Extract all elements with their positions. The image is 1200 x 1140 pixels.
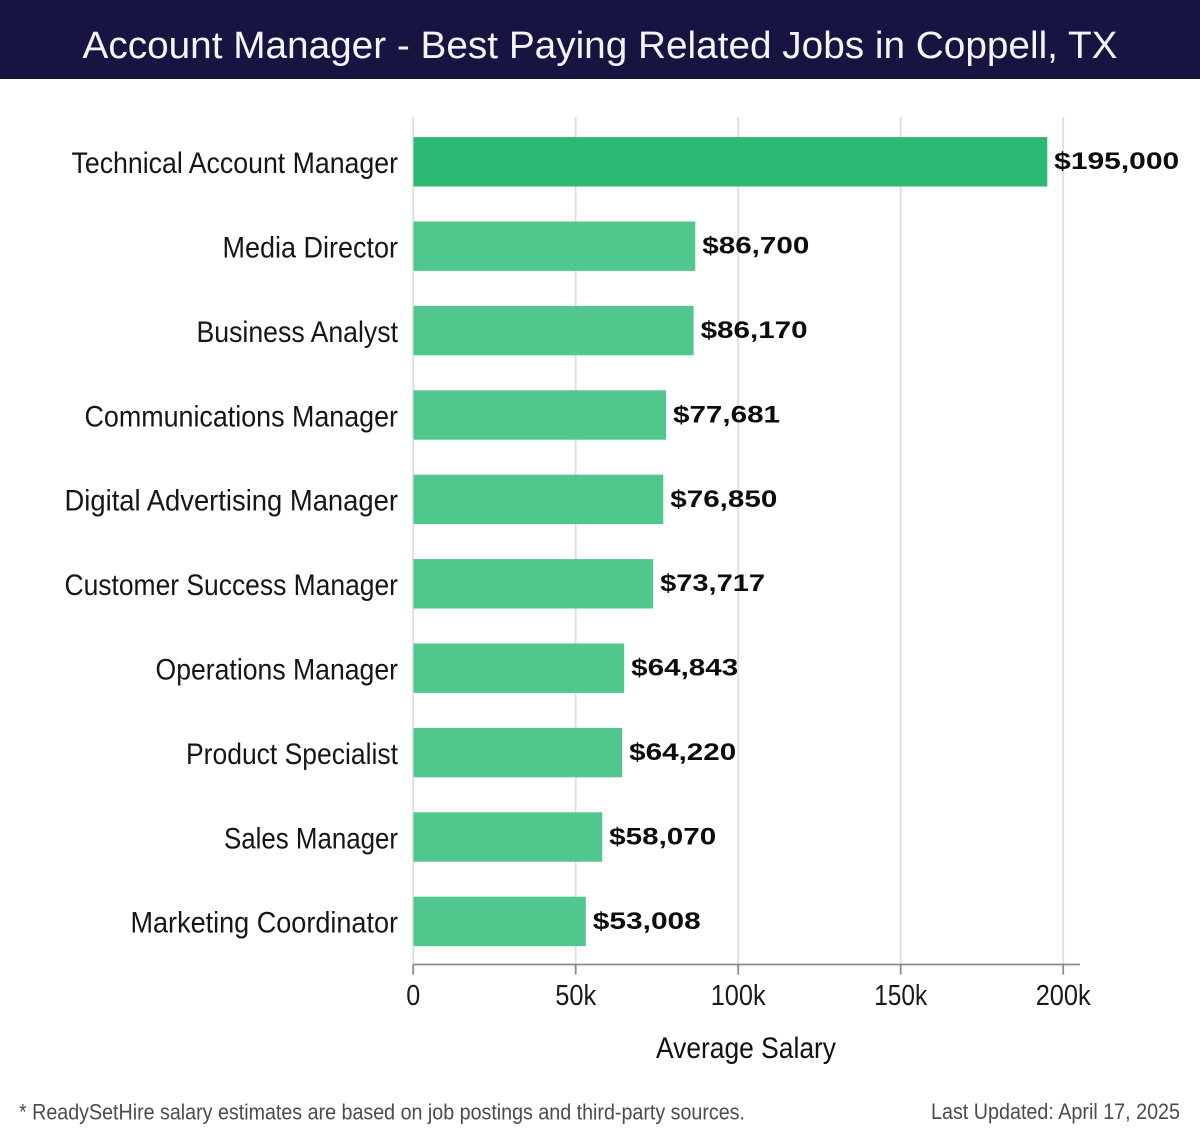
svg-text:$58,070: $58,070 (609, 823, 716, 850)
svg-text:Operations Manager: Operations Manager (156, 654, 399, 687)
svg-text:$76,850: $76,850 (670, 486, 777, 513)
svg-text:Digital Advertising Manager: Digital Advertising Manager (65, 485, 399, 518)
svg-text:$64,843: $64,843 (631, 655, 738, 682)
svg-text:50k: 50k (555, 980, 596, 1012)
svg-text:$64,220: $64,220 (629, 739, 736, 766)
svg-text:$73,717: $73,717 (660, 570, 765, 597)
svg-text:* ReadySetHire salary estimate: * ReadySetHire salary estimates are base… (19, 1100, 745, 1125)
svg-text:$195,000: $195,000 (1054, 148, 1179, 175)
svg-text:0: 0 (406, 980, 420, 1012)
svg-text:100k: 100k (711, 980, 766, 1012)
svg-text:150k: 150k (874, 980, 927, 1012)
svg-text:Average Salary: Average Salary (656, 1032, 836, 1065)
svg-text:$53,008: $53,008 (593, 908, 701, 935)
svg-text:Marketing Coordinator: Marketing Coordinator (131, 907, 399, 940)
svg-text:Customer Success Manager: Customer Success Manager (65, 569, 399, 602)
svg-text:Last Updated: April 17, 2025: Last Updated: April 17, 2025 (931, 1099, 1180, 1124)
svg-text:Media Director: Media Director (223, 232, 399, 265)
svg-text:Business Analyst: Business Analyst (197, 316, 399, 349)
svg-text:$86,700: $86,700 (702, 233, 809, 260)
svg-text:Technical Account Manager: Technical Account Manager (72, 147, 399, 180)
svg-text:Sales Manager: Sales Manager (224, 822, 398, 855)
svg-text:Account Manager - Best Paying: Account Manager - Best Paying Related Jo… (83, 25, 1118, 67)
svg-text:Communications Manager: Communications Manager (85, 400, 399, 433)
svg-text:Product Specialist: Product Specialist (186, 738, 399, 771)
svg-text:$86,170: $86,170 (701, 317, 808, 344)
svg-text:200k: 200k (1036, 980, 1091, 1012)
svg-text:$77,681: $77,681 (673, 401, 780, 428)
